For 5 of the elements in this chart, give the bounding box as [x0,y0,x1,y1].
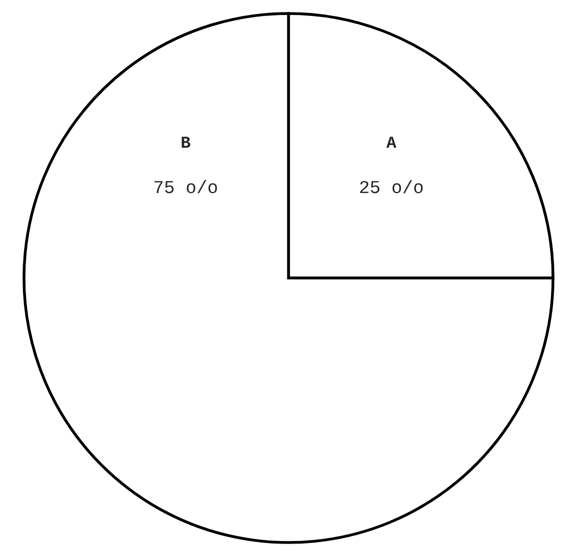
data-label: 25 o/o [360,180,423,194]
slice-label: B [182,136,190,148]
slice-label: A [386,136,396,148]
pie-slice [22,12,554,544]
data-label: 75 o/o [154,180,217,194]
